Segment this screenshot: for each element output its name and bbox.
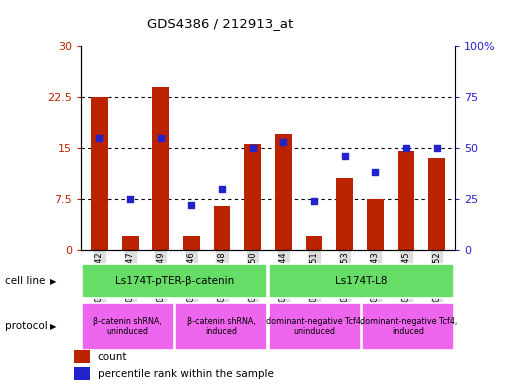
Point <box>340 153 349 159</box>
Point <box>248 145 257 151</box>
Bar <box>397 151 414 250</box>
Text: dominant-negative Tcf4,
induced: dominant-negative Tcf4, induced <box>360 317 457 336</box>
Bar <box>175 303 267 350</box>
Point <box>187 202 196 208</box>
Bar <box>269 303 361 350</box>
Point <box>433 145 441 151</box>
Text: β-catenin shRNA,
induced: β-catenin shRNA, induced <box>187 317 256 336</box>
Point <box>310 198 318 204</box>
Text: Ls174T-pTER-β-catenin: Ls174T-pTER-β-catenin <box>115 276 234 286</box>
Text: ▶: ▶ <box>50 277 56 286</box>
Bar <box>82 265 267 298</box>
Bar <box>213 205 231 250</box>
Point <box>126 195 134 202</box>
Text: dominant-negative Tcf4,
uninduced: dominant-negative Tcf4, uninduced <box>266 317 363 336</box>
Point <box>279 139 288 145</box>
Bar <box>122 236 139 250</box>
Bar <box>244 144 261 250</box>
Point <box>95 135 104 141</box>
Bar <box>74 350 90 363</box>
Bar <box>152 87 169 250</box>
Text: β-catenin shRNA,
uninduced: β-catenin shRNA, uninduced <box>94 317 162 336</box>
Bar <box>82 303 174 350</box>
Text: ▶: ▶ <box>50 322 56 331</box>
Bar <box>91 97 108 250</box>
Text: cell line: cell line <box>5 276 46 286</box>
Point <box>156 135 165 141</box>
Point <box>371 169 380 175</box>
Bar <box>74 367 90 380</box>
Text: count: count <box>97 351 127 361</box>
Point <box>218 185 226 192</box>
Text: protocol: protocol <box>5 321 48 331</box>
Text: GDS4386 / 212913_at: GDS4386 / 212913_at <box>146 17 293 30</box>
Text: Ls174T-L8: Ls174T-L8 <box>335 276 388 286</box>
Point <box>402 145 410 151</box>
Bar <box>428 158 445 250</box>
Bar <box>336 178 353 250</box>
Bar <box>305 236 323 250</box>
Bar <box>275 134 292 250</box>
Bar <box>362 303 454 350</box>
Bar <box>269 265 454 298</box>
Bar <box>183 236 200 250</box>
Text: percentile rank within the sample: percentile rank within the sample <box>97 369 274 379</box>
Bar <box>367 199 384 250</box>
